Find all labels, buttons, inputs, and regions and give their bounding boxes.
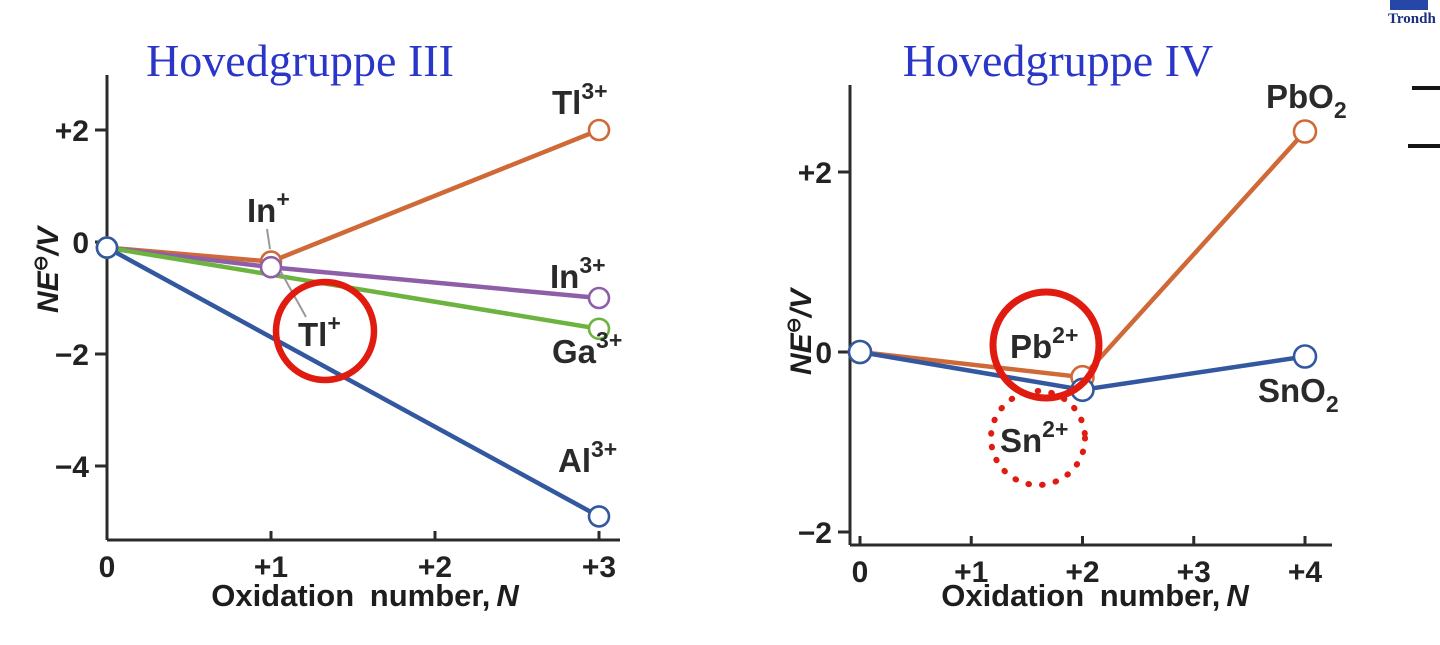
chart2-xlabel-text: Oxidation number, <box>941 578 1221 613</box>
x-tick-label: +1 <box>954 556 988 589</box>
y-tick-label: +2 <box>798 157 832 190</box>
chart2-title: Hovedgruppe IV <box>902 35 1214 86</box>
chart2-xlabel: Oxidation number, N <box>885 578 1305 614</box>
chart2-ylabel-ne: NE <box>785 333 818 375</box>
standard-state-symbol: ⊖ <box>784 317 805 334</box>
chart-1: 0 +1 +2 +3 +2 0 −2 −4 Tl3+ In+ Tl+ In3+ Ga3+ Al3+ <box>55 75 622 584</box>
chart2-xlabel-variable: N <box>1226 578 1249 613</box>
data-point-marker-In <box>587 286 611 310</box>
chart1-ylabel: NE⊖/V <box>20 180 65 360</box>
series-line-Tl <box>106 127 600 264</box>
point-label-Pb2+: Pb2+ <box>1010 322 1078 365</box>
x-tick-label: 0 <box>852 556 869 589</box>
chart2-ylabel: NE⊖/V <box>773 242 818 422</box>
annotation-circle-Pb2+ <box>989 288 1103 402</box>
point-label-Tl+: Tl+ <box>298 310 341 353</box>
point-label-Al3+: Al3+ <box>558 436 617 479</box>
annotation-circle-Sn2+ <box>988 388 1088 488</box>
data-point-marker-Sn <box>1292 344 1318 369</box>
data-point-marker-Pb <box>1292 119 1318 144</box>
x-tick-label: +3 <box>1177 556 1211 589</box>
university-logo-block <box>1390 0 1428 10</box>
y-tick-label: 0 <box>815 337 832 370</box>
point-label-SnO2: SnO2 <box>1258 372 1339 417</box>
point-label-In3+: In3+ <box>550 252 606 295</box>
data-point-marker-Al <box>95 236 119 259</box>
point-label-Tl3+: Tl3+ <box>552 78 608 121</box>
chart1-ylabel-ne: NE <box>32 271 65 313</box>
x-tick-label: +1 <box>254 551 288 584</box>
x-tick-label: +4 <box>1288 556 1323 589</box>
x-tick-label: +2 <box>1065 556 1099 589</box>
data-point-marker-Al <box>587 505 611 528</box>
data-point-marker-In <box>259 255 283 279</box>
point-label-Sn2+: Sn2+ <box>1000 416 1068 459</box>
data-point-marker-Sn <box>847 339 873 365</box>
y-tick-label: 0 <box>72 227 89 260</box>
x-tick-label: +2 <box>418 551 452 584</box>
x-tick-label: +3 <box>582 551 616 584</box>
university-logo-text: Trondh <box>1388 11 1436 27</box>
leader-line <box>266 228 271 250</box>
annotation-circle-Tl+ <box>272 278 378 384</box>
point-label-PbO2: PbO2 <box>1266 78 1347 123</box>
series-line-Al <box>105 245 601 519</box>
chart1-xlabel: Oxidation number, N <box>155 578 575 614</box>
y-tick-label: −2 <box>55 339 89 372</box>
chart1-title: Hovedgruppe III <box>146 35 454 86</box>
y-tick-label: −4 <box>55 451 90 484</box>
data-point-marker-Ga <box>587 317 611 341</box>
point-label-Ga3+: Ga3+ <box>552 327 622 370</box>
data-point-marker-Tl <box>587 118 611 142</box>
chart1-xlabel-text: Oxidation number, <box>211 578 491 613</box>
point-label-In+: In+ <box>247 186 290 229</box>
series-line-Pb <box>859 129 1307 380</box>
y-tick-label: −2 <box>798 517 832 550</box>
y-tick-label: +2 <box>55 115 89 148</box>
chart1-ylabel-unit: /V <box>32 227 65 256</box>
standard-state-symbol: ⊖ <box>31 255 52 272</box>
edge-dash-mark <box>1408 144 1440 148</box>
x-tick-label: 0 <box>99 551 116 584</box>
chart1-xlabel-variable: N <box>496 578 519 613</box>
chart2-ylabel-unit: /V <box>785 289 818 318</box>
chart-2: 0 +1 +2 +3 +4 +2 0 −2 PbO2 SnO2 Pb2+ Sn2+ <box>798 78 1347 589</box>
edge-dash-mark <box>1412 86 1440 90</box>
